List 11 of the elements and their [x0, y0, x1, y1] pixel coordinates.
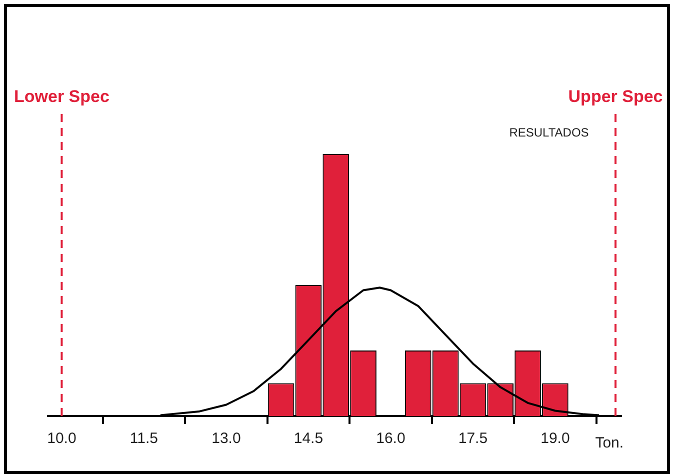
text: RESULTADOS: [509, 125, 589, 140]
x-tick-label: 11.5: [130, 430, 158, 448]
x-tick-label: 19.0: [540, 430, 570, 448]
x-tick-label: 13.0: [212, 430, 241, 448]
ref-line-label: Lower Spec: [14, 87, 110, 106]
x-tick-label: 14.5: [294, 430, 324, 448]
x-axis-title: Ton.: [595, 434, 624, 452]
ref-line-label: Upper Spec: [568, 87, 663, 106]
x-tick-label: 17.5: [458, 430, 488, 448]
x-tick-label: 10.0: [47, 430, 76, 448]
x-tick-label: 16.0: [376, 430, 406, 448]
